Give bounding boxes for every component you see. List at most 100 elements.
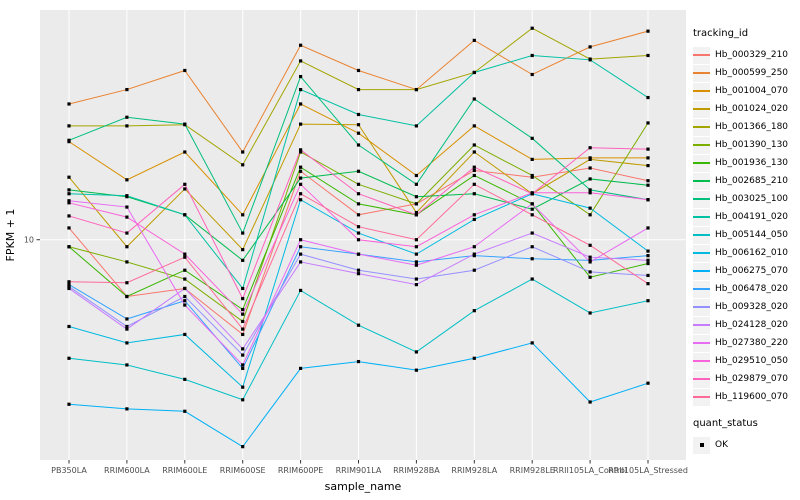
data-point bbox=[183, 213, 187, 217]
data-point bbox=[356, 272, 361, 276]
data-point bbox=[414, 195, 418, 199]
data-point bbox=[414, 260, 418, 264]
legend-key bbox=[693, 316, 710, 334]
data-point bbox=[67, 188, 71, 192]
legend-item-Hb_006275_070: Hb_006275_070 bbox=[693, 262, 799, 280]
data-point bbox=[183, 122, 187, 126]
data-point bbox=[414, 283, 418, 287]
data-point bbox=[67, 124, 71, 128]
data-point bbox=[356, 182, 361, 186]
data-point bbox=[472, 38, 476, 42]
data-point bbox=[414, 87, 418, 92]
data-point bbox=[299, 182, 303, 186]
data-point bbox=[646, 381, 650, 385]
data-point bbox=[241, 231, 245, 235]
data-point bbox=[530, 136, 534, 140]
legend-label: Hb_004191_020 bbox=[715, 212, 789, 222]
data-point bbox=[299, 198, 303, 202]
data-point bbox=[67, 280, 71, 284]
data-point bbox=[67, 175, 71, 179]
gridlines bbox=[40, 10, 686, 460]
legend-key bbox=[693, 388, 710, 406]
legend-label: Hb_029510_050 bbox=[715, 356, 789, 366]
legend-line-swatch bbox=[693, 180, 710, 182]
data-point bbox=[356, 268, 361, 272]
legend-item-Hb_024128_020: Hb_024128_020 bbox=[693, 316, 799, 334]
data-point bbox=[183, 150, 187, 154]
legend-item-Hb_000329_210: Hb_000329_210 bbox=[693, 46, 799, 64]
data-point bbox=[183, 377, 187, 381]
data-point bbox=[646, 156, 650, 160]
data-point bbox=[183, 252, 187, 256]
data-point bbox=[299, 43, 303, 47]
data-point bbox=[472, 217, 476, 222]
x-tick-label: RRIM600LA bbox=[104, 466, 150, 475]
data-point bbox=[125, 294, 129, 299]
data-point bbox=[530, 202, 534, 206]
data-point bbox=[356, 238, 361, 242]
legend: tracking_id Hb_000329_210 Hb_000599_250 Hb… bbox=[693, 28, 799, 454]
y-axis-title: FPKM + 1 bbox=[4, 209, 17, 262]
data-point bbox=[67, 138, 71, 142]
legend-label: Hb_027380_220 bbox=[715, 338, 789, 348]
data-point bbox=[299, 59, 303, 63]
data-point bbox=[356, 169, 361, 173]
data-point bbox=[472, 70, 476, 75]
legend-item-Hb_001004_070: Hb_001004_070 bbox=[693, 82, 799, 100]
data-point bbox=[299, 102, 303, 106]
legend-label: Hb_001366_180 bbox=[715, 122, 789, 132]
x-axis-title: sample_name bbox=[325, 480, 402, 493]
data-point bbox=[530, 53, 534, 58]
x-tick-label: RRII105LA_Stressed bbox=[608, 466, 688, 475]
data-point bbox=[414, 245, 418, 249]
legend-label: Hb_000599_250 bbox=[715, 68, 789, 78]
data-point bbox=[530, 173, 534, 178]
data-point bbox=[472, 143, 476, 147]
data-point bbox=[241, 347, 245, 351]
data-point bbox=[414, 124, 418, 128]
legend-key bbox=[693, 244, 710, 262]
data-point bbox=[299, 150, 303, 154]
data-point bbox=[241, 445, 245, 449]
data-point bbox=[588, 146, 592, 150]
data-point bbox=[241, 213, 245, 217]
legend-key bbox=[693, 352, 710, 370]
data-point bbox=[588, 270, 592, 274]
data-point bbox=[530, 257, 534, 261]
data-point bbox=[356, 131, 361, 135]
data-point bbox=[530, 341, 534, 345]
data-point bbox=[183, 187, 187, 191]
data-point bbox=[299, 238, 303, 242]
data-point bbox=[588, 191, 592, 195]
legend-label: Hb_001004_070 bbox=[715, 86, 789, 96]
data-point bbox=[125, 178, 129, 182]
legend-item-Hb_009328_020: Hb_009328_020 bbox=[693, 298, 799, 316]
data-point bbox=[183, 68, 187, 73]
data-point bbox=[67, 324, 71, 329]
legend-title-tracking-id: tracking_id bbox=[693, 28, 749, 39]
data-point bbox=[646, 254, 650, 258]
data-point bbox=[67, 199, 71, 203]
data-point bbox=[299, 176, 303, 180]
data-point bbox=[414, 350, 418, 354]
data-point bbox=[356, 213, 361, 217]
x-tick-label: PB350LA bbox=[51, 466, 87, 475]
data-point bbox=[472, 252, 476, 256]
data-point bbox=[299, 260, 303, 264]
data-point bbox=[183, 332, 187, 337]
data-point bbox=[67, 284, 71, 289]
data-point bbox=[183, 294, 187, 299]
data-point bbox=[241, 286, 245, 291]
legend-line-swatch bbox=[693, 288, 710, 290]
data-point bbox=[414, 238, 418, 242]
data-point bbox=[646, 249, 650, 253]
legend-item-Hb_029510_050: Hb_029510_050 bbox=[693, 352, 799, 370]
legend-key bbox=[693, 154, 710, 172]
legend-label: Hb_001936_130 bbox=[715, 158, 789, 168]
legend-key bbox=[693, 280, 710, 298]
x-tick-label: RRII105LA_Control bbox=[553, 466, 627, 475]
legend-key bbox=[693, 100, 710, 118]
data-point bbox=[414, 368, 418, 372]
data-point bbox=[472, 150, 476, 154]
legend-label: Hb_000329_210 bbox=[715, 50, 789, 60]
